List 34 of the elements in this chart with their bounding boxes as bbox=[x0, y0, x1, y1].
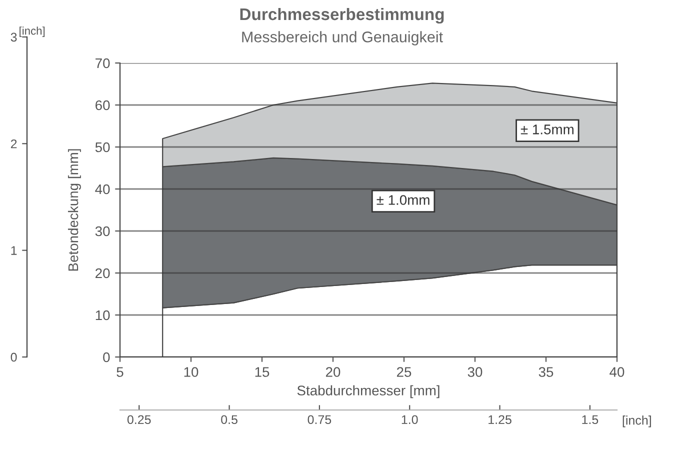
y-tick-label: 20 bbox=[96, 268, 110, 278]
y-tick-label: 50 bbox=[95, 142, 110, 152]
y2-tick-label: 1 bbox=[11, 246, 17, 255]
x2-tick-label: 1.5 bbox=[582, 415, 598, 424]
series-label: ± 1.5mm bbox=[520, 124, 574, 134]
y-tick-label: 70 bbox=[96, 58, 110, 68]
x-axis-title: Stabdurchmesser [mm] bbox=[297, 385, 440, 398]
x2-tick-label: 1.0 bbox=[402, 415, 418, 424]
x-tick-label: 35 bbox=[538, 367, 554, 377]
y-axis-title: Betondeckung [mm] bbox=[68, 149, 81, 271]
y2-tick-label: 3 bbox=[10, 32, 17, 42]
x2-tick-label: 0.25 bbox=[127, 415, 151, 424]
y-tick-label: 10 bbox=[96, 310, 110, 320]
x2-axis-title: [inch] bbox=[622, 416, 651, 428]
x-tick-label: 20 bbox=[326, 367, 340, 377]
y2-axis-title: [inch] bbox=[20, 26, 45, 37]
y-tick-label: 60 bbox=[96, 100, 110, 110]
y2-tick-label: 0 bbox=[10, 352, 17, 362]
x-tick-label: 15 bbox=[255, 367, 270, 377]
x2-tick-label: 0.5 bbox=[221, 415, 238, 424]
x-tick-label: 10 bbox=[184, 367, 198, 377]
series-label: ± 1.0mm bbox=[376, 195, 430, 205]
y-tick-label: 0 bbox=[103, 352, 110, 362]
y-tick-label: 40 bbox=[95, 184, 110, 194]
y-tick-label: 30 bbox=[95, 226, 110, 236]
x2-tick-label: 1.25 bbox=[488, 415, 512, 424]
chart-subtitle: Messbereich und Genauigkeit bbox=[242, 31, 443, 46]
chart-title: Durchmesserbestimmung bbox=[240, 8, 444, 24]
x2-tick-label: 0.75 bbox=[308, 415, 332, 424]
x-tick-label: 25 bbox=[396, 367, 412, 377]
x-tick-label: 5 bbox=[116, 367, 124, 377]
x-tick-label: 40 bbox=[610, 367, 624, 377]
y2-tick-label: 2 bbox=[10, 139, 17, 148]
x-tick-label: 30 bbox=[468, 367, 482, 377]
